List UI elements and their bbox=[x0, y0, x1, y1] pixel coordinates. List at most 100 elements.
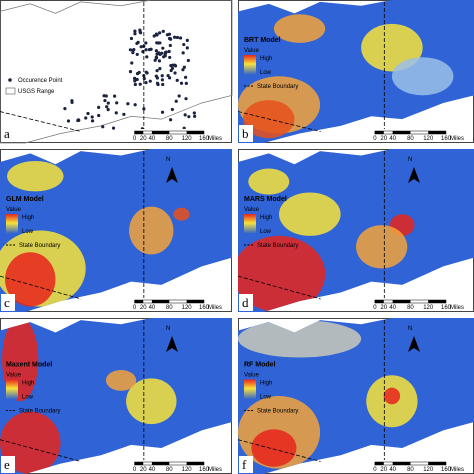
scale-label: 160 bbox=[199, 136, 210, 142]
scale-label: 120 bbox=[423, 305, 434, 311]
occurrence-point bbox=[168, 55, 172, 60]
occurrence-point bbox=[169, 37, 173, 41]
occurrence-point bbox=[177, 94, 181, 98]
legend-low: Low bbox=[260, 395, 272, 401]
legend-high: High bbox=[22, 381, 34, 387]
occurrence-point bbox=[174, 99, 178, 103]
scale-label: 160 bbox=[441, 305, 452, 311]
scale-label: 40 bbox=[389, 136, 396, 142]
occurrence-point bbox=[136, 40, 140, 44]
occurrence-point bbox=[182, 126, 186, 130]
north-label: N bbox=[166, 326, 170, 332]
legend-title: Value bbox=[6, 373, 22, 379]
occurrence-point bbox=[166, 74, 170, 78]
occurrence-point bbox=[138, 28, 142, 32]
occurrence-point bbox=[138, 82, 142, 86]
letter-bg bbox=[1, 294, 15, 311]
suitability-patch bbox=[248, 168, 290, 195]
scale-segment bbox=[134, 300, 144, 303]
scale-segment bbox=[374, 300, 384, 303]
suitability-patch bbox=[7, 160, 64, 192]
scale-label: 20 bbox=[140, 467, 147, 473]
letter-bg bbox=[1, 456, 15, 473]
occurrence-point bbox=[128, 48, 133, 52]
occurrence-point bbox=[115, 101, 119, 105]
legend-title: Value bbox=[244, 373, 260, 379]
occurrence-point bbox=[153, 58, 157, 62]
legend-boundary: State Boundary bbox=[19, 409, 60, 415]
occurrence-point bbox=[144, 81, 148, 85]
model-title: MARS Model bbox=[244, 196, 287, 203]
legend-boundary: State Boundary bbox=[257, 409, 298, 415]
occurrence-point bbox=[122, 112, 126, 116]
north-arrow bbox=[408, 167, 420, 183]
north-arrow bbox=[408, 336, 420, 352]
scale-label: 0 bbox=[373, 136, 377, 142]
scale-label: 0 bbox=[373, 305, 377, 311]
occurrence-point bbox=[185, 46, 189, 50]
letter-bg bbox=[1, 125, 15, 142]
suitability-patch bbox=[238, 320, 362, 358]
occurrence-point bbox=[101, 125, 105, 129]
occurrence-point bbox=[84, 116, 88, 120]
occurrence-point bbox=[173, 71, 177, 75]
scale-label: 0 bbox=[133, 305, 137, 311]
scale-segment bbox=[428, 300, 446, 303]
occurrence-point bbox=[97, 105, 101, 109]
suitability-patch bbox=[126, 378, 177, 425]
occurrence-point bbox=[97, 113, 101, 118]
occurrence-point bbox=[184, 75, 188, 79]
occurrence-point bbox=[113, 94, 117, 98]
occurrence-point bbox=[66, 119, 71, 123]
occurrence-point bbox=[135, 72, 140, 76]
scale-unit: Miles bbox=[450, 136, 464, 142]
occurrence-point bbox=[158, 67, 162, 71]
occurrence-point bbox=[154, 55, 158, 59]
occurrence-point bbox=[135, 77, 139, 82]
legend-low: Low bbox=[260, 229, 272, 235]
scale-label: 80 bbox=[166, 305, 173, 311]
legend-low: Low bbox=[22, 395, 34, 401]
scale-label: 20 bbox=[380, 136, 387, 142]
occurrence-point bbox=[144, 41, 148, 45]
scale-segment bbox=[374, 131, 384, 134]
letter-bg bbox=[239, 294, 253, 311]
legend-label: Occurence Point bbox=[18, 78, 63, 84]
occurrence-point bbox=[183, 113, 187, 117]
occurrence-point bbox=[157, 59, 162, 63]
panel-letter: b bbox=[242, 126, 249, 141]
suitability-patch bbox=[105, 370, 137, 391]
occurrence-point bbox=[154, 32, 159, 36]
occurrence-point bbox=[147, 48, 152, 52]
model-title: BRT Model bbox=[244, 37, 281, 44]
suitability-patch bbox=[383, 387, 401, 405]
color-ramp bbox=[6, 214, 18, 234]
panel-letter: e bbox=[4, 457, 10, 472]
state-boundary bbox=[0, 275, 82, 300]
occurrence-point bbox=[167, 49, 171, 54]
legend-low: Low bbox=[260, 70, 272, 76]
model-title: RF Model bbox=[244, 362, 276, 369]
occurrence-point bbox=[129, 36, 134, 41]
scale-label: 120 bbox=[423, 136, 434, 142]
color-ramp bbox=[6, 379, 18, 400]
suitability-patch bbox=[356, 225, 408, 269]
occurrence-point bbox=[154, 49, 158, 53]
occurrence-point bbox=[181, 51, 185, 55]
occurrence-point bbox=[105, 105, 109, 109]
scale-segment bbox=[134, 462, 144, 465]
occurrence-point bbox=[182, 42, 186, 47]
scale-label: 20 bbox=[140, 136, 147, 142]
panel-letter: c bbox=[4, 295, 10, 310]
occurrence-point bbox=[193, 114, 197, 118]
scale-label: 160 bbox=[199, 467, 210, 473]
scale-segment bbox=[374, 462, 384, 465]
legend-high: High bbox=[260, 381, 272, 387]
occurrence-point bbox=[163, 54, 167, 58]
suitability-patch bbox=[173, 207, 190, 221]
scale-label: 80 bbox=[407, 305, 414, 311]
occurrence-point bbox=[161, 82, 165, 87]
state-outline bbox=[0, 0, 233, 144]
